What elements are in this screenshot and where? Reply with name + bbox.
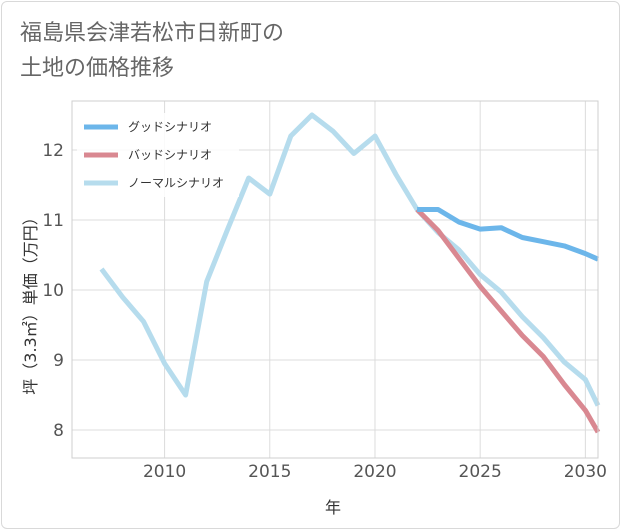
y-axis-label: 坪（3.3㎡）単価（万円） (21, 209, 40, 394)
page-title: 福島県会津若松市日新町の 土地の価格推移 (20, 16, 284, 86)
y-tick-label: 11 (42, 211, 64, 231)
legend-label-good: グッドシナリオ (128, 120, 212, 134)
x-tick-label: 2015 (248, 462, 291, 482)
y-tick-label: 9 (53, 351, 64, 371)
y-tick-label: 10 (42, 281, 64, 301)
y-tick-label: 8 (53, 421, 64, 441)
x-axis-label: 年 (325, 498, 341, 517)
grid (72, 101, 598, 458)
title-line-1: 福島県会津若松市日新町の (20, 21, 285, 46)
y-tick-label: 12 (42, 141, 64, 161)
legend-label-bad: バッドシナリオ (128, 148, 212, 162)
title-line-2: 土地の価格推移 (20, 56, 175, 81)
series-lines (99, 112, 601, 434)
series-line-bad (415, 207, 601, 434)
series-line-normal (99, 112, 601, 407)
x-tick-label: 2030 (564, 462, 607, 482)
axis-ticks: 2010 2015 2020 2025 2030 8 9 10 11 12 (42, 141, 607, 482)
legend-label-normal: ノーマルシナリオ (128, 176, 224, 190)
series-line-good (417, 207, 600, 262)
x-tick-label: 2020 (353, 462, 396, 482)
plot-frame (71, 100, 599, 459)
x-tick-label: 2010 (143, 462, 186, 482)
x-tick-label: 2025 (459, 462, 502, 482)
